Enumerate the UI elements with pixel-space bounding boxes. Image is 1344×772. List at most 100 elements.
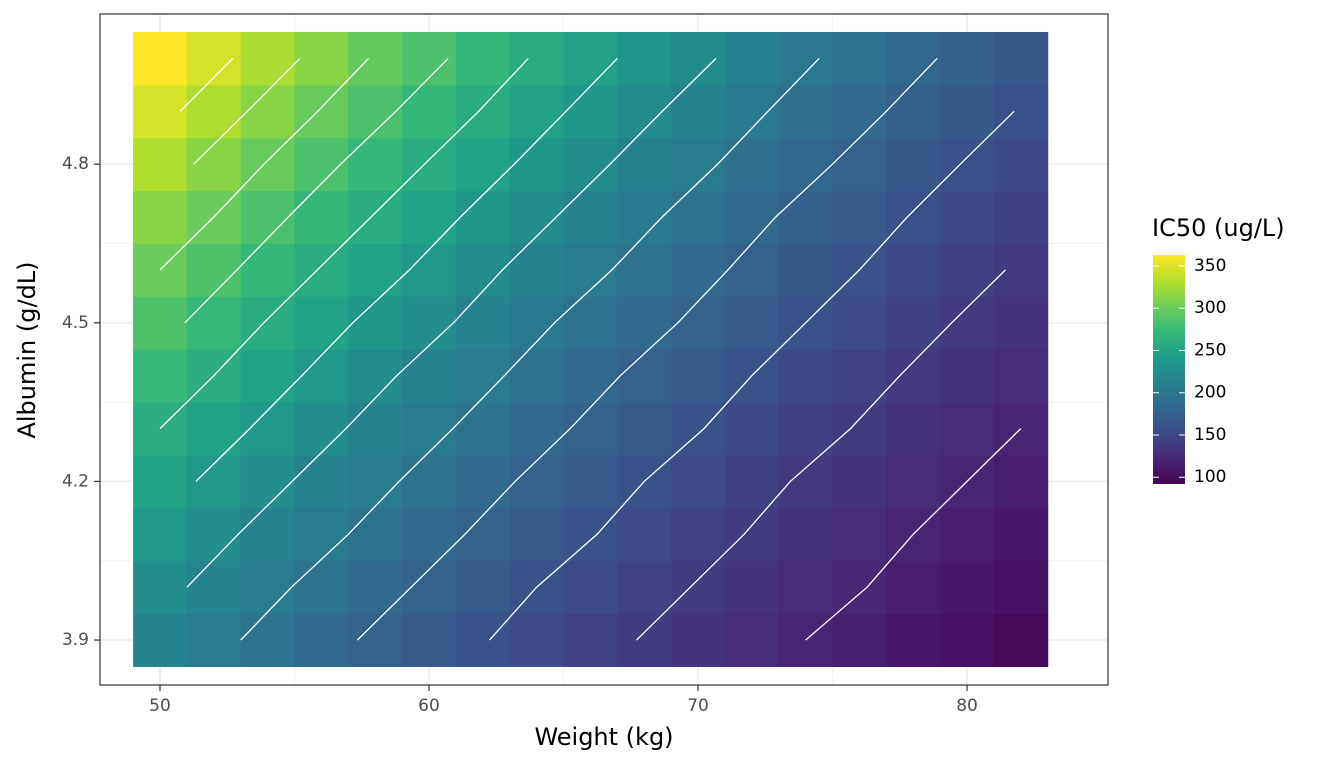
heat-cell: [832, 31, 887, 86]
colorbar-label: 150: [1194, 425, 1226, 445]
heat-cell: [509, 349, 565, 403]
heat-cell: [563, 190, 618, 244]
heat-cell: [886, 613, 941, 667]
contour-line: [636, 269, 1006, 641]
heat-cell: [509, 243, 565, 297]
heat-cell: [563, 349, 618, 403]
heat-cell: [886, 402, 941, 456]
heat-cell: [671, 243, 726, 297]
heat-cell: [240, 507, 295, 562]
heat-cell: [240, 84, 295, 139]
heat-cell: [186, 137, 242, 192]
heat-cell: [509, 507, 565, 562]
panel-border: [99, 13, 1109, 686]
heat-cell: [186, 84, 242, 139]
heat-cell: [455, 243, 511, 297]
y-tick-label: 3.9: [62, 630, 89, 650]
heat-cell: [294, 507, 349, 562]
heat-cell: [671, 507, 726, 562]
heat-cell: [940, 137, 995, 192]
heat-cell: [509, 190, 565, 244]
heat-cell: [402, 613, 457, 667]
contour-line: [179, 57, 234, 112]
heat-cell: [563, 137, 618, 192]
heat-cell: [186, 560, 242, 615]
heat-cell: [348, 454, 403, 509]
contour-line: [240, 57, 820, 641]
contour-line: [193, 57, 301, 165]
colorbar-label: 200: [1194, 383, 1226, 403]
heat-cell: [993, 296, 1049, 350]
contour-line: [356, 57, 938, 641]
heat-cell: [133, 137, 188, 192]
heat-cell: [832, 190, 887, 244]
heat-cell: [348, 137, 403, 192]
heat-cell: [617, 613, 672, 667]
heat-cell: [455, 613, 511, 667]
heat-cell: [993, 507, 1049, 562]
heat-cell: [617, 507, 672, 562]
heat-cell: [402, 402, 457, 456]
heat-cell: [294, 560, 349, 615]
heat-cell: [294, 190, 349, 244]
contour-line: [159, 57, 369, 271]
heat-cell: [778, 349, 834, 403]
x-tick-label: 50: [149, 696, 171, 716]
heat-cell: [294, 243, 349, 297]
colorbar-label: 300: [1194, 298, 1226, 318]
contour-line: [186, 57, 717, 588]
heat-cell: [348, 84, 403, 139]
heat-cell: [832, 560, 887, 615]
heat-cell: [724, 402, 780, 456]
heat-cell: [240, 349, 295, 403]
heat-cell: [617, 31, 672, 86]
legend-title: IC50 (ug/L): [1152, 214, 1285, 242]
heat-cell: [671, 84, 726, 139]
y-axis-label: Albumin (g/dL): [13, 261, 41, 438]
heat-cell: [455, 349, 511, 403]
heat-cell: [240, 137, 295, 192]
contour-line: [184, 57, 449, 324]
heat-cell: [724, 243, 780, 297]
heat-cell: [671, 31, 726, 86]
colorbar-label: 350: [1194, 256, 1226, 276]
heat-cell: [617, 402, 672, 456]
heat-cell: [832, 613, 887, 667]
heat-cell: [993, 243, 1049, 297]
heat-cell: [940, 296, 995, 350]
contour-line: [159, 57, 529, 430]
heat-cell: [402, 190, 457, 244]
contour-line: [195, 57, 618, 482]
heat-cell: [294, 454, 349, 509]
heat-cell: [133, 296, 188, 350]
heat-cell: [617, 243, 672, 297]
heat-cell: [886, 84, 941, 139]
heat-cell: [402, 296, 457, 350]
heat-cell: [348, 349, 403, 403]
heat-cell: [832, 349, 887, 403]
heat-cell: [940, 402, 995, 456]
heat-cell: [240, 296, 295, 350]
y-tick-label: 4.5: [62, 313, 89, 333]
heat-cell: [186, 402, 242, 456]
heat-cell: [617, 296, 672, 350]
heat-cell: [563, 296, 618, 350]
heat-cell: [886, 349, 941, 403]
heat-cell: [778, 31, 834, 86]
heat-cell: [940, 560, 995, 615]
heat-cell: [240, 454, 295, 509]
heat-cell: [993, 137, 1049, 192]
heat-cell: [778, 190, 834, 244]
heat-cell: [671, 613, 726, 667]
heat-cell: [294, 402, 349, 456]
heat-cell: [886, 243, 941, 297]
heat-cell: [778, 137, 834, 192]
heat-cell: [886, 137, 941, 192]
colorbar-label: 250: [1194, 340, 1226, 360]
heat-cell: [348, 560, 403, 615]
heat-cell: [993, 560, 1049, 615]
heat-cell: [563, 613, 618, 667]
heat-cell: [886, 190, 941, 244]
heat-cell: [455, 31, 511, 86]
